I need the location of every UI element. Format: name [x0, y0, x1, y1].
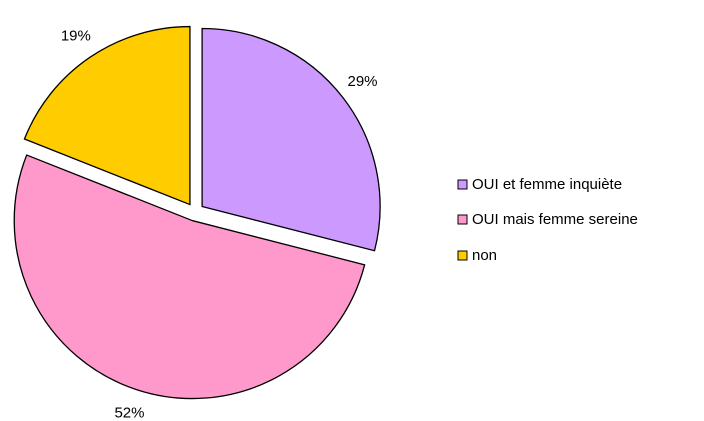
legend-label: non: [472, 247, 497, 264]
legend-label: OUI mais femme sereine: [472, 211, 638, 228]
data-label: 19%: [61, 28, 91, 45]
pie-slice: [13, 154, 366, 400]
pie-slice: [201, 27, 381, 252]
legend-swatch: [457, 250, 468, 261]
legend-label: OUI et femme inquiète: [472, 176, 622, 193]
legend-swatch: [457, 179, 468, 190]
data-label: 29%: [347, 73, 377, 90]
legend-swatch: [457, 214, 468, 225]
pie-slice: [23, 25, 191, 206]
data-label: 52%: [114, 405, 144, 421]
